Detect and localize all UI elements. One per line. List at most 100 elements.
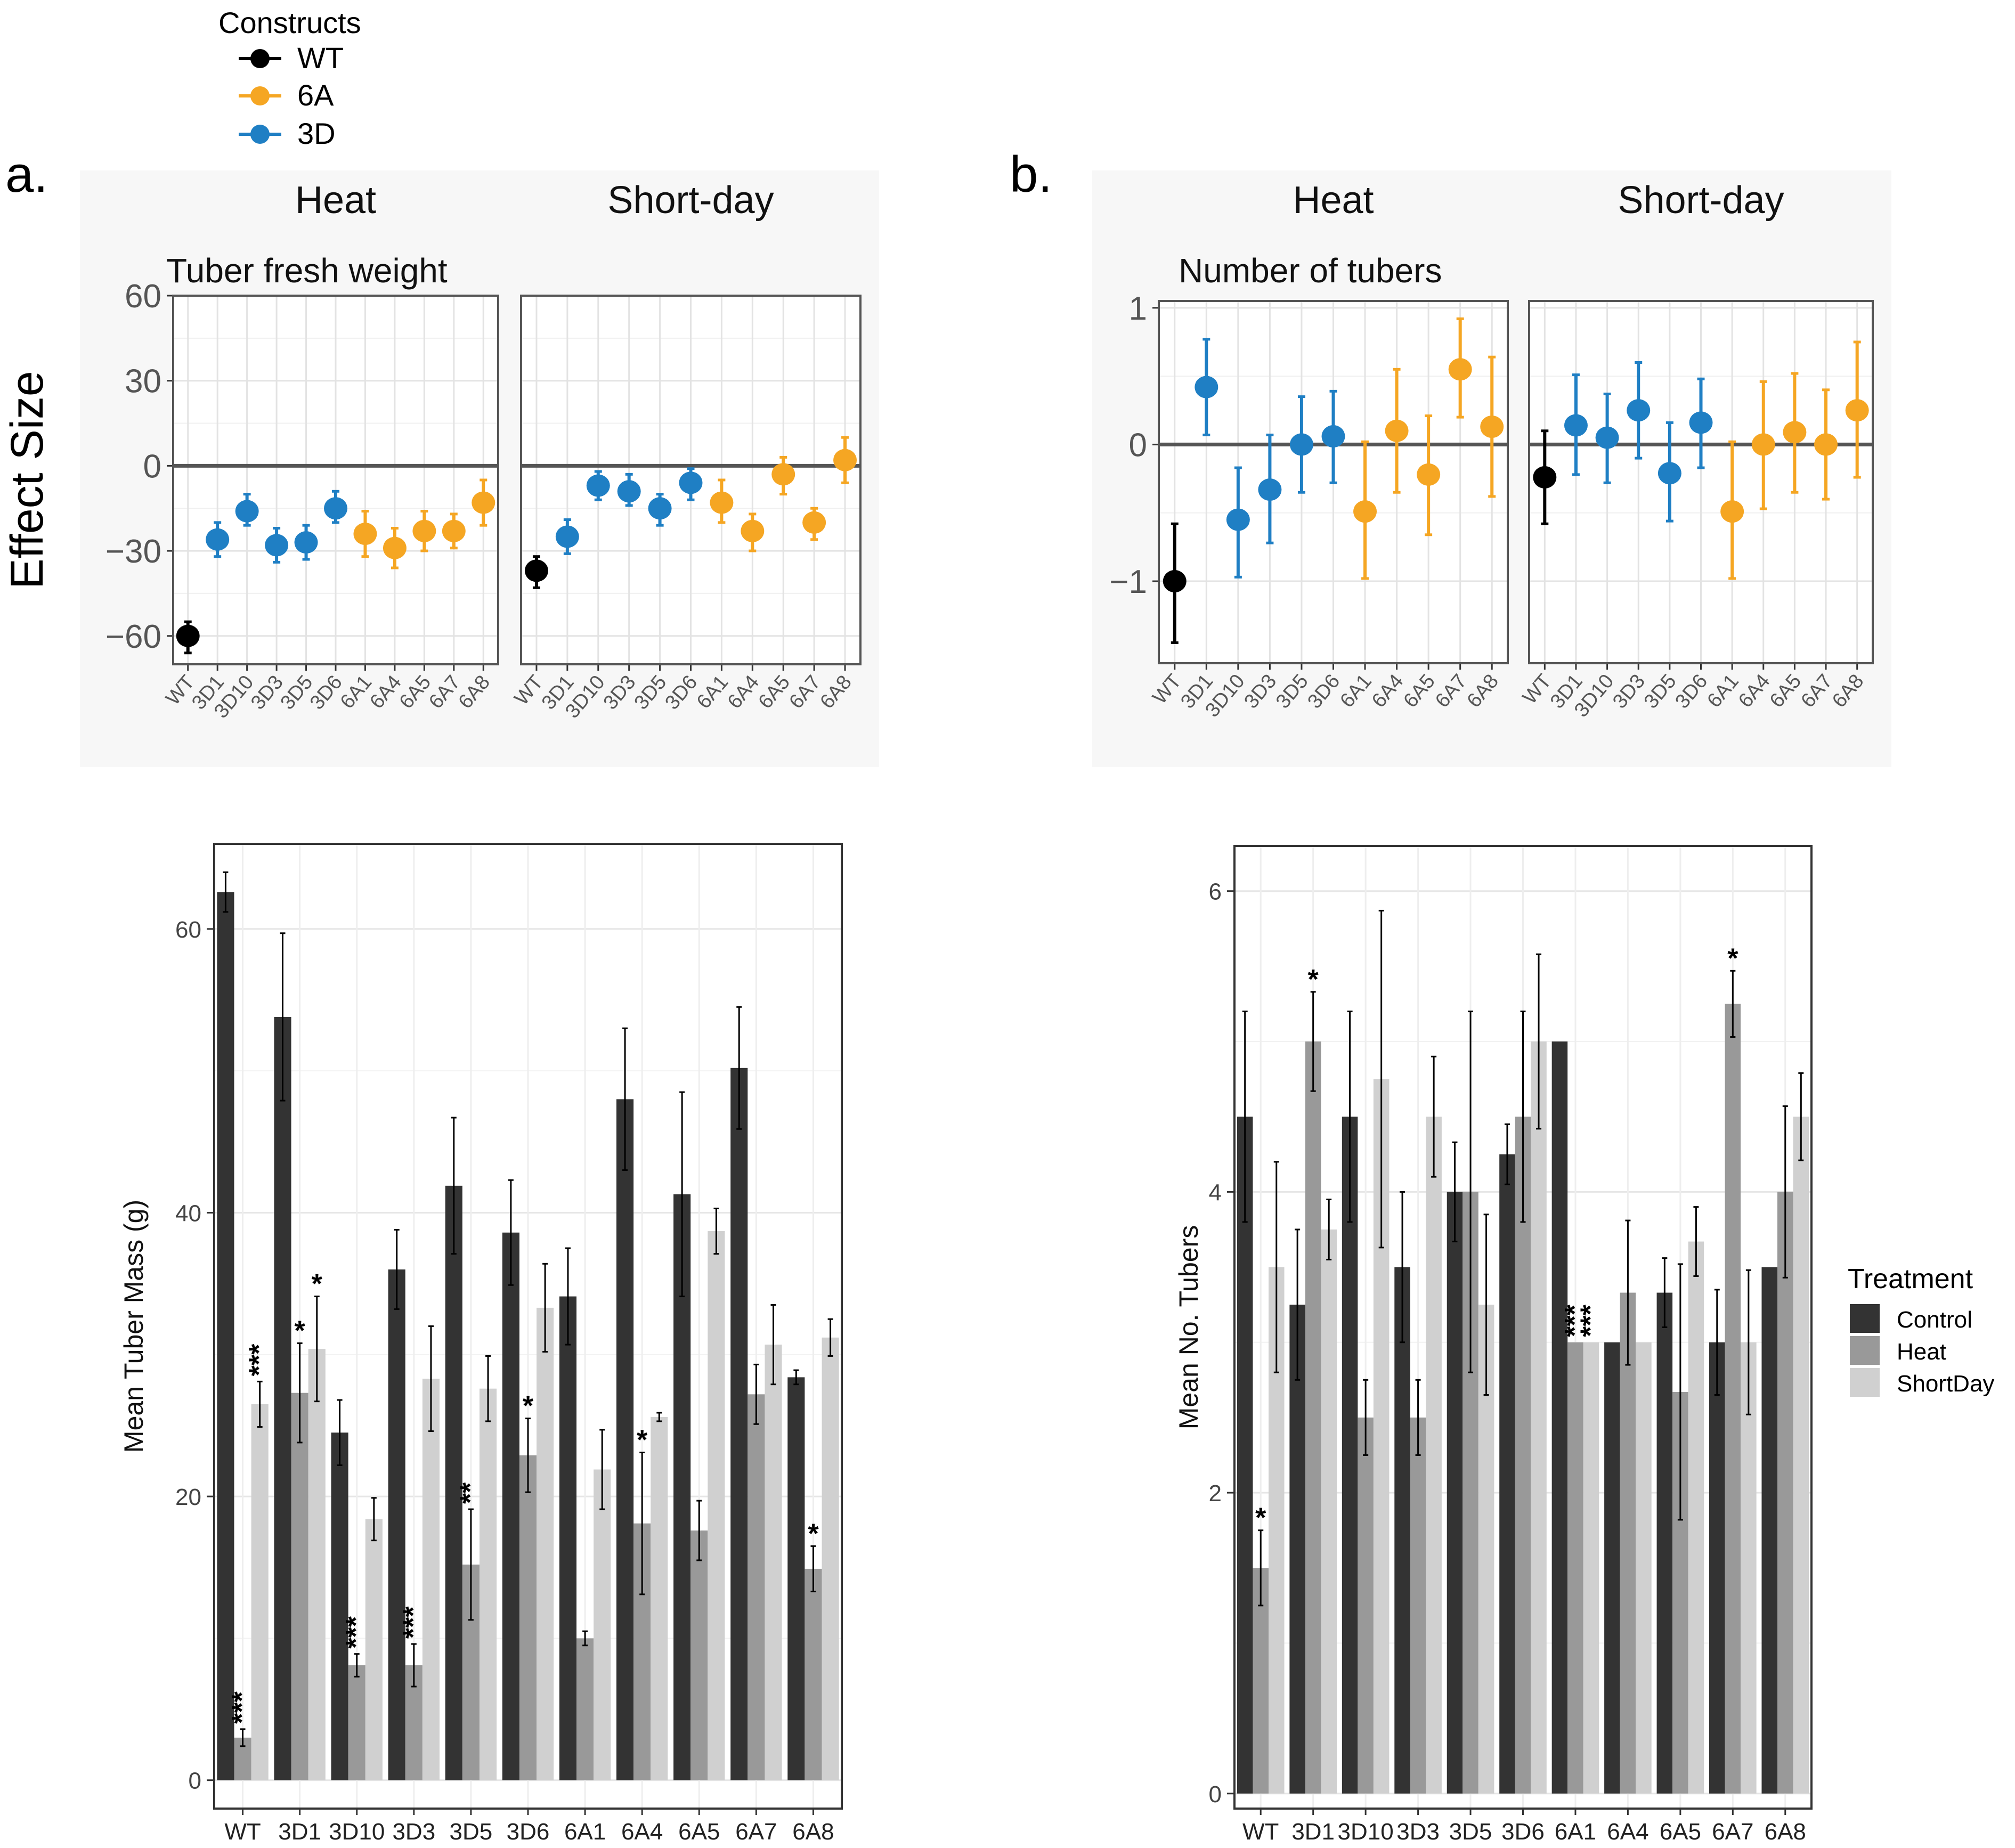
data-point: [679, 471, 703, 494]
significance-star: *: [312, 1269, 323, 1300]
data-point: [1814, 433, 1838, 456]
effect-point-3d5: [294, 524, 318, 561]
legend-label-control: Control: [1897, 1307, 1972, 1333]
bar-shortday-3d6: [1531, 1041, 1547, 1794]
data-point: [1353, 500, 1377, 523]
data-point: [771, 463, 795, 486]
treatment-legend: Treatment Control Heat ShortDay: [1848, 1264, 1994, 1397]
bar-shortday-3d5: [479, 1388, 497, 1780]
panel-border: [172, 295, 499, 665]
bar-control-6a7: [1709, 1342, 1725, 1794]
y-tick-label: 4: [1209, 1179, 1222, 1206]
x-tick-label-6a4: 6A4: [1607, 1819, 1648, 1845]
bar-heat-6a7: [748, 1394, 765, 1780]
significance-star: *: [295, 1315, 306, 1346]
y-tick-label: 20: [175, 1484, 201, 1510]
bar-control-6a1: [559, 1296, 577, 1780]
effect-point-3d6: [1689, 377, 1713, 469]
bar-plot-border: [1233, 845, 1813, 1810]
panel-b-label: b.: [1010, 146, 1052, 203]
x-tick-label-3d5: 3D5: [450, 1819, 493, 1845]
effect-point-6a7: [802, 507, 826, 541]
data-point: [741, 519, 765, 542]
data-point: [442, 519, 466, 542]
bar-control-6a5: [1656, 1292, 1673, 1794]
effect-point-6a4: [1385, 368, 1409, 494]
x-tick-label-wt: WT: [224, 1819, 261, 1845]
bar-shortday-3d6: [537, 1307, 554, 1780]
bar-group-6a5: [673, 1091, 725, 1780]
bar-heat-6a7: [1725, 1004, 1741, 1794]
effect-point-6a1: [353, 510, 377, 558]
data-point: [1627, 399, 1651, 422]
x-tick-label-3d6: 3D6: [1501, 1819, 1545, 1845]
effect-point-6a4: [741, 512, 765, 552]
effect-point-3d5: [1658, 421, 1681, 523]
bar-shortday-6a1: [594, 1469, 611, 1780]
x-tick-label-3d10: 3D10: [1338, 1819, 1394, 1845]
legend-label-wt: WT: [297, 41, 344, 75]
bar-control-6a8: [1761, 1267, 1778, 1794]
bar-shortday-3d10: [365, 1519, 383, 1780]
effect-point-3d1: [1195, 338, 1218, 436]
data-point: [412, 519, 436, 542]
data-point: [1720, 500, 1744, 523]
legend-label-heat: Heat: [1897, 1339, 1946, 1365]
bar-group-6a5: [1656, 1206, 1704, 1794]
bar-control-3d5: [445, 1185, 462, 1780]
legend-item-6a: 6A: [239, 78, 334, 112]
facet-label-short-day: Short-day: [607, 179, 774, 222]
effect-point-3d6: [1321, 389, 1345, 484]
bar-y-axis-label: Mean Tuber Mass (g): [119, 1200, 149, 1453]
significance-star: *: [808, 1518, 819, 1549]
panel-border: [1528, 300, 1874, 664]
bar-group-3d1: **: [274, 932, 326, 1780]
x-tick-label-3d1: 3D1: [1291, 1819, 1335, 1845]
significance-star: *: [1727, 943, 1738, 974]
y-tick-label: −30: [105, 533, 161, 570]
bar-group-3d10: ***: [331, 1399, 383, 1780]
x-tick-label-3d3: 3D3: [1396, 1819, 1440, 1845]
significance-star: *: [1255, 1503, 1266, 1534]
bar-control-6a8: [787, 1377, 805, 1780]
data-point: [1448, 358, 1472, 381]
bar-control-6a1: [1551, 1041, 1568, 1794]
data-point: [1163, 570, 1187, 593]
data-point: [324, 497, 347, 520]
data-point: [586, 474, 610, 497]
y-tick-label: 0: [143, 448, 161, 485]
data-point: [524, 559, 548, 582]
effect-point-6a8: [1480, 355, 1504, 498]
effect-point-6a7: [1814, 388, 1838, 501]
data-point: [1658, 462, 1681, 485]
bar-shortday-6a5: [708, 1231, 725, 1780]
effect-point-3d3: [1258, 433, 1282, 544]
legend-label-6a: 6A: [297, 78, 334, 112]
bar-y-axis-label: Mean No. Tubers: [1174, 1225, 1204, 1430]
bar-control-6a4: [616, 1099, 634, 1780]
effect-point-6a7: [442, 512, 466, 550]
effect-point-wt: [1163, 522, 1187, 645]
x-tick-label-6a1: 6A1: [564, 1819, 606, 1845]
y-tick-label: −1: [1109, 564, 1147, 600]
legend-item-control: Control: [1850, 1304, 1972, 1333]
data-point: [1480, 416, 1504, 438]
effect-point-3d10: [586, 470, 610, 501]
bar-shortday-6a7: [765, 1345, 782, 1780]
bar-group-3d10: [1342, 909, 1390, 1794]
data-point: [1564, 414, 1588, 437]
data-point: [1533, 466, 1557, 489]
bar-shortday-6a5: [1688, 1241, 1704, 1794]
y-tick-label: 40: [175, 1200, 201, 1226]
bar-shortday-3d3: [1426, 1117, 1442, 1794]
bar-heat-6a1: [1567, 1342, 1583, 1794]
facet-label-heat: Heat: [295, 179, 376, 222]
6a-key-dot: [250, 86, 270, 105]
effect-plot-title: Tuber fresh weight: [166, 251, 448, 290]
legend-label-3d: 3D: [297, 117, 336, 150]
effect-point-6a8: [472, 478, 495, 527]
bar-heat-3d3: [1410, 1417, 1426, 1794]
x-tick-label-6a5: 6A5: [678, 1819, 720, 1845]
effect-point-3d3: [617, 473, 641, 507]
